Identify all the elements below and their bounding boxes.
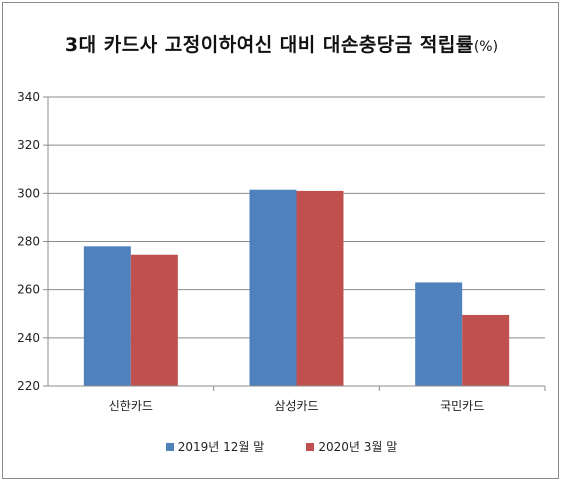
legend-label-series-2: 2020년 3월 말	[318, 440, 398, 454]
category-label: 신한카드	[109, 399, 153, 413]
legend-item-series-1: 2019년 12월 말	[165, 438, 265, 455]
bar-2-3	[462, 314, 510, 386]
y-tick-label: 240	[17, 331, 40, 345]
legend-item-series-2: 2020년 3월 말	[306, 438, 397, 455]
y-tick-label: 280	[17, 235, 40, 249]
legend-swatch-series-1	[165, 442, 174, 451]
bar-1-1	[83, 246, 131, 386]
chart-title-text: 3대 카드사 고정이하여신 대비 대손충당금 적립률	[64, 34, 474, 56]
chart-title: 3대 카드사 고정이하여신 대비 대손충당금 적립률(%)	[0, 30, 563, 57]
category-label: 국민카드	[440, 399, 484, 413]
y-tick-label: 220	[17, 379, 40, 393]
bar-2-2	[296, 190, 344, 386]
bar-2-1	[130, 254, 178, 386]
y-tick-label: 340	[17, 90, 40, 104]
bars	[83, 189, 510, 386]
bar-1-2	[249, 189, 297, 386]
y-tick-label: 300	[17, 186, 40, 200]
legend: 2019년 12월 말 2020년 3월 말	[0, 438, 563, 455]
legend-label-series-1: 2019년 12월 말	[177, 440, 265, 454]
bar-1-3	[415, 282, 463, 386]
chart-title-unit: (%)	[473, 39, 499, 55]
category-label: 삼성카드	[274, 399, 318, 413]
y-tick-label: 320	[17, 138, 40, 152]
legend-swatch-series-2	[306, 442, 315, 451]
category-labels: 신한카드 삼성카드 국민카드	[109, 399, 485, 413]
axes	[43, 96, 546, 391]
y-tick-label: 260	[17, 283, 40, 297]
y-tick-labels: 220 240 260 280 300 320 340	[17, 90, 40, 393]
